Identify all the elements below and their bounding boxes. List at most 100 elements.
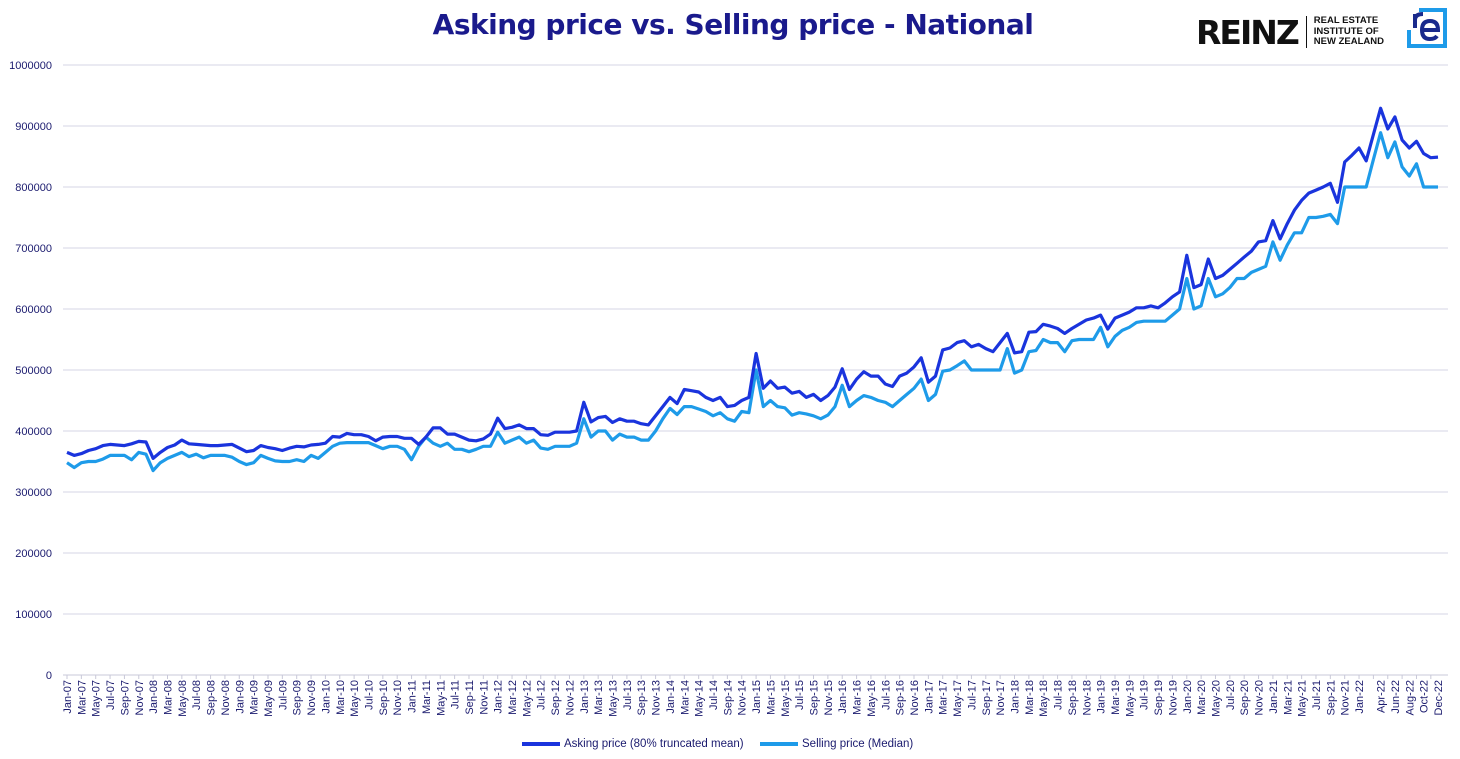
legend-label-asking: Asking price (80% truncated mean) (564, 738, 744, 750)
x-tick-label: Mar-14 (679, 680, 691, 715)
x-tick-label: Mar-15 (765, 680, 777, 715)
series-lines (66, 106, 1439, 473)
x-tick-label: Nov-16 (909, 680, 921, 715)
legend-swatch-selling (760, 742, 798, 746)
x-tick-label: May-21 (1297, 680, 1309, 717)
x-tick-label: Nov-09 (306, 680, 318, 715)
y-tick-label: 900000 (15, 121, 52, 133)
legend-swatch-asking (522, 742, 560, 746)
x-tick-label: Mar-11 (421, 680, 433, 714)
x-tick-label: Jul-20 (1225, 680, 1237, 710)
x-tick-label: Mar-17 (938, 680, 950, 715)
logo-wordmark: REINZ (1196, 12, 1300, 52)
x-tick-label: May-17 (952, 680, 964, 717)
x-tick-label: Aug-22 (1404, 680, 1416, 715)
x-tick-label: May-15 (780, 680, 792, 717)
x-tick-label: Jan-17 (923, 680, 935, 714)
y-tick-label: 300000 (15, 487, 52, 499)
y-tick-label: 0 (46, 670, 52, 682)
x-tick-label: May-19 (1124, 680, 1136, 717)
x-tick-label: Mar-08 (162, 680, 174, 715)
x-tick-label: Jul-07 (105, 680, 117, 710)
x-tick-label: Nov-10 (392, 680, 404, 715)
reinz-logo: REINZ REAL ESTATE INSTITUTE OF NEW ZEALA… (1196, 12, 1384, 52)
logo-subtitle-line: NEW ZEALAND (1313, 36, 1384, 48)
x-tick-label: Mar-21 (1282, 680, 1294, 715)
x-tick-label: Nov-08 (220, 680, 232, 715)
x-tick-label: Sep-13 (636, 680, 648, 715)
y-axis-ticks: 0 100000 200000 300000 400000 500000 600000 700… (9, 60, 52, 682)
x-tick-label: Sep-14 (722, 680, 734, 715)
x-tick-label: Nov-11 (478, 680, 490, 715)
x-tick-label: Jan-18 (1009, 680, 1021, 714)
x-tick-label: Sep-09 (292, 680, 304, 715)
x-tick-label: Nov-21 (1340, 680, 1352, 715)
x-tick-label: Mar-19 (1110, 680, 1122, 715)
asking-price-line (66, 106, 1439, 460)
x-tick-label: Jan-09 (234, 680, 246, 714)
x-tick-label: Jan-10 (320, 680, 332, 714)
legend-item-selling: Selling price (Median) (760, 738, 913, 750)
x-tick-label: Nov-19 (1167, 680, 1179, 715)
legend: Asking price (80% truncated mean) Sellin… (0, 738, 1460, 756)
x-tick-label: Jan-07 (62, 680, 74, 714)
x-tick-label: Nov-12 (564, 680, 576, 715)
x-tick-label: Jan-12 (493, 680, 505, 714)
x-tick-label: Mar-09 (249, 680, 261, 715)
x-tick-label: Sep-21 (1325, 680, 1337, 715)
x-tick-label: Dec-22 (1433, 680, 1445, 715)
x-tick-label: Sep-19 (1153, 680, 1165, 715)
y-tick-label: 800000 (15, 182, 52, 194)
x-tick-label: Jan-22 (1354, 680, 1366, 714)
x-tick-label: Nov-17 (995, 680, 1007, 715)
x-tick-label: Mar-10 (335, 680, 347, 715)
y-tick-label: 600000 (15, 304, 52, 316)
x-tick-label: Jul-15 (794, 680, 806, 710)
x-tick-label: Jan-15 (751, 680, 763, 714)
x-tick-label: Jul-14 (708, 680, 720, 710)
x-tick-label: Mar-16 (852, 680, 864, 715)
logo-divider (1305, 16, 1307, 48)
logo-subtitle: REAL ESTATE INSTITUTE OF NEW ZEALAND (1314, 16, 1384, 48)
x-tick-label: Jul-19 (1139, 680, 1151, 710)
x-tick-label: Nov-20 (1254, 680, 1266, 715)
x-tick-label: May-16 (866, 680, 878, 717)
x-tick-label: Sep-15 (809, 680, 821, 715)
x-tick-label: Mar-20 (1196, 680, 1208, 715)
y-tick-label: 200000 (15, 548, 52, 560)
x-tick-label: Jan-16 (837, 680, 849, 714)
y-tick-label: 500000 (15, 365, 52, 377)
x-tick-label: May-12 (521, 680, 533, 717)
legend-label-selling: Selling price (Median) (802, 738, 914, 750)
x-tick-label: Sep-17 (981, 680, 993, 715)
x-tick-label: Jan-19 (1096, 680, 1108, 714)
x-tick-label: Nov-07 (134, 680, 146, 715)
selling-price-line (66, 131, 1438, 473)
logo-subtitle-line: INSTITUTE OF (1313, 25, 1379, 37)
x-tick-label: May-20 (1210, 680, 1222, 717)
x-tick-label: May-18 (1038, 680, 1050, 717)
x-tick-label: May-10 (349, 680, 361, 717)
x-tick-label: Nov-13 (651, 680, 663, 715)
y-tick-label: 400000 (15, 426, 52, 438)
x-tick-label: Jan-21 (1268, 680, 1280, 714)
x-tick-label: Sep-07 (119, 680, 131, 715)
x-tick-label: May-13 (608, 680, 620, 717)
x-tick-label: Jul-11 (450, 680, 462, 709)
x-tick-label: Sep-10 (378, 680, 390, 715)
x-tick-label: Jul-12 (536, 680, 548, 710)
x-tick-label: Jan-20 (1182, 680, 1194, 714)
x-tick-label: Jan-14 (665, 680, 677, 714)
x-tick-label: Jul-13 (622, 680, 634, 710)
x-tick-label: Jul-16 (880, 680, 892, 710)
chart-title: Asking price vs. Selling price - Nationa… (432, 8, 1034, 41)
y-tick-label: 1000000 (9, 60, 52, 72)
x-tick-label: Sep-08 (206, 680, 218, 715)
x-tick-label: Mar-07 (76, 680, 88, 715)
re-logo-icon (1407, 8, 1447, 48)
x-tick-label: Jul-17 (966, 680, 978, 710)
y-tick-label: 700000 (15, 243, 52, 255)
x-tick-label: Mar-13 (593, 680, 605, 715)
x-tick-label: Oct-22 (1419, 680, 1431, 713)
